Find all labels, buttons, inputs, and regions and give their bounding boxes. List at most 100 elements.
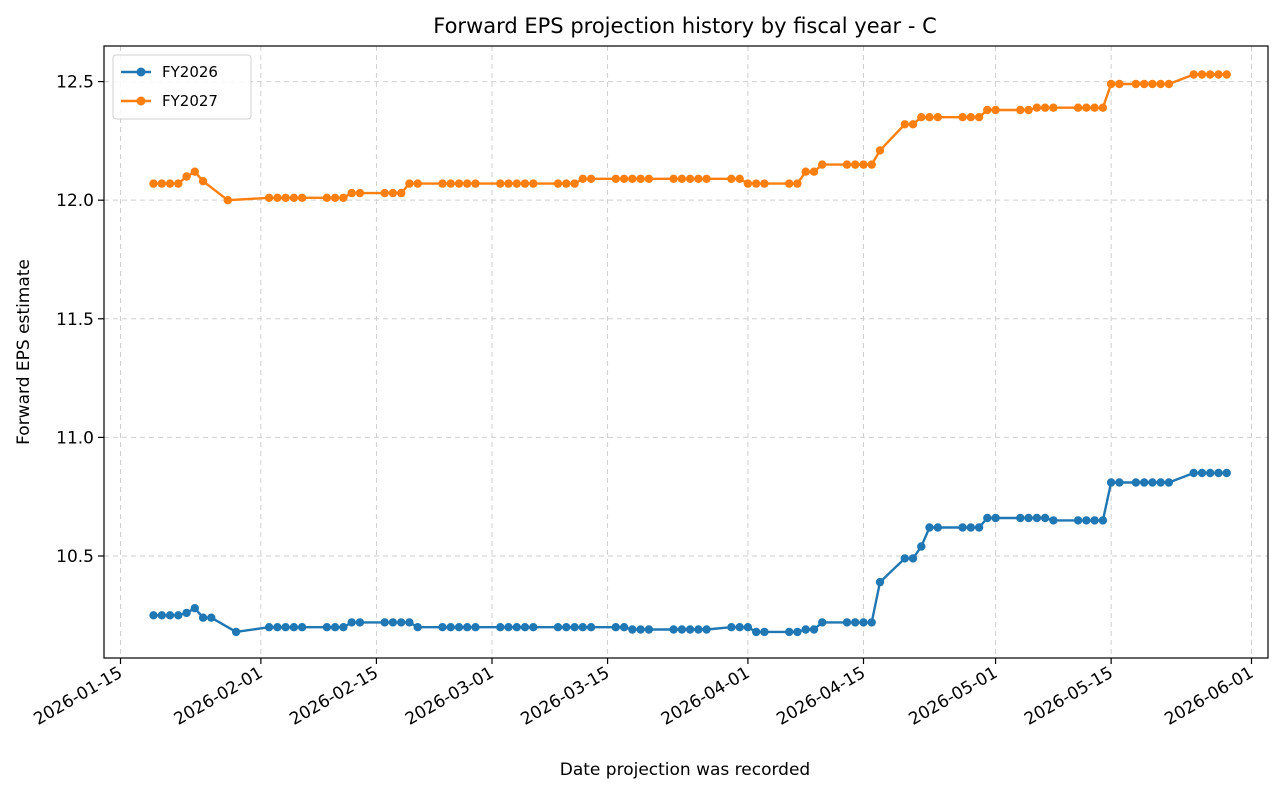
data-point-fy2026 xyxy=(496,623,505,632)
data-point-fy2026 xyxy=(1090,516,1099,525)
data-point-fy2026 xyxy=(157,611,166,620)
x-axis-label: Date projection was recorded xyxy=(560,760,810,780)
data-point-fy2026 xyxy=(859,618,868,627)
data-point-fy2027 xyxy=(520,179,530,188)
data-point-fy2026 xyxy=(322,623,332,632)
x-tick-label: 2026-03-15 xyxy=(518,663,614,730)
data-point-fy2027 xyxy=(281,193,290,202)
data-point-fy2027 xyxy=(1197,70,1207,79)
data-point-fy2026 xyxy=(917,542,926,551)
data-point-fy2026 xyxy=(702,625,711,634)
data-point-fy2026 xyxy=(842,618,852,627)
data-point-fy2026 xyxy=(867,618,876,627)
data-point-fy2027 xyxy=(974,113,984,122)
data-point-fy2026 xyxy=(471,623,480,632)
data-point-fy2027 xyxy=(851,160,860,169)
y-tick-label: 12.5 xyxy=(56,73,94,93)
data-point-fy2026 xyxy=(875,577,885,587)
data-point-fy2027 xyxy=(611,174,620,183)
data-point-fy2026 xyxy=(669,625,678,634)
legend-label-fy2026: FY2026 xyxy=(162,63,218,81)
data-point-fy2026 xyxy=(636,625,645,634)
data-point-fy2027 xyxy=(818,160,827,169)
data-point-fy2026 xyxy=(355,618,365,627)
data-point-fy2027 xyxy=(471,179,480,188)
data-point-fy2026 xyxy=(397,618,406,627)
data-point-fy2026 xyxy=(562,623,571,632)
data-point-fy2027 xyxy=(694,174,703,183)
data-point-fy2026 xyxy=(1073,516,1083,525)
data-point-fy2027 xyxy=(586,174,596,183)
data-point-fy2026 xyxy=(586,623,596,632)
data-point-fy2027 xyxy=(760,179,769,188)
data-point-fy2026 xyxy=(297,623,307,632)
data-point-fy2027 xyxy=(157,179,166,188)
data-point-fy2027 xyxy=(669,174,678,183)
data-point-fy2026 xyxy=(438,623,447,632)
data-point-fy2026 xyxy=(925,523,934,532)
data-point-fy2027 xyxy=(273,193,282,202)
data-point-fy2026 xyxy=(529,623,538,632)
data-point-fy2027 xyxy=(339,193,348,202)
data-point-fy2027 xyxy=(685,174,695,183)
x-tick-label: 2026-02-15 xyxy=(286,663,382,730)
data-point-fy2027 xyxy=(347,188,356,198)
data-point-fy2026 xyxy=(149,611,158,620)
data-point-fy2027 xyxy=(198,177,208,186)
data-point-fy2026 xyxy=(182,608,191,618)
data-point-fy2027 xyxy=(504,179,513,188)
data-point-fy2026 xyxy=(677,625,687,634)
data-point-fy2026 xyxy=(801,625,810,634)
data-point-fy2026 xyxy=(1032,513,1042,523)
data-point-fy2026 xyxy=(1106,478,1116,487)
data-point-fy2027 xyxy=(454,179,464,188)
data-point-fy2027 xyxy=(165,179,175,188)
data-point-fy2027 xyxy=(355,188,365,198)
data-point-fy2027 xyxy=(1024,105,1033,115)
data-point-fy2026 xyxy=(974,523,984,532)
data-point-fy2026 xyxy=(793,627,802,637)
data-point-fy2027 xyxy=(677,174,687,183)
data-point-fy2027 xyxy=(1140,79,1149,89)
data-point-fy2027 xyxy=(908,120,918,129)
data-point-fy2027 xyxy=(322,193,332,202)
data-point-fy2026 xyxy=(694,625,703,634)
data-point-fy2026 xyxy=(983,513,992,523)
data-point-fy2026 xyxy=(198,613,208,622)
data-point-fy2026 xyxy=(1189,468,1198,478)
data-point-fy2026 xyxy=(1024,513,1033,523)
legend-marker-fy2027 xyxy=(136,96,146,106)
data-point-fy2027 xyxy=(636,174,645,183)
legend-label-fy2027: FY2027 xyxy=(162,92,218,110)
data-point-fy2027 xyxy=(900,120,909,129)
data-point-fy2026 xyxy=(1115,478,1124,487)
data-point-fy2026 xyxy=(578,623,587,632)
data-point-fy2026 xyxy=(1214,468,1223,478)
data-point-fy2027 xyxy=(917,113,926,122)
data-point-fy2027 xyxy=(1156,79,1165,89)
data-point-fy2027 xyxy=(578,174,587,183)
x-tick-label: 2026-04-01 xyxy=(658,663,754,730)
data-point-fy2027 xyxy=(1106,79,1116,89)
data-point-fy2026 xyxy=(785,627,794,637)
data-point-fy2027 xyxy=(743,179,753,188)
data-point-fy2027 xyxy=(297,193,307,202)
data-point-fy2026 xyxy=(504,623,513,632)
data-point-fy2027 xyxy=(958,113,967,122)
plot-frame xyxy=(103,45,1269,659)
data-point-fy2027 xyxy=(397,188,406,198)
data-point-fy2027 xyxy=(991,105,1000,115)
data-point-fy2027 xyxy=(859,160,868,169)
data-point-fy2026 xyxy=(454,623,464,632)
data-point-fy2027 xyxy=(752,179,761,188)
data-point-fy2027 xyxy=(966,113,975,122)
data-point-fy2027 xyxy=(380,188,389,198)
data-point-fy2027 xyxy=(1040,103,1050,112)
data-point-fy2027 xyxy=(801,167,810,176)
data-point-fy2026 xyxy=(413,623,422,632)
data-point-fy2026 xyxy=(628,625,637,634)
data-point-fy2027 xyxy=(413,179,422,188)
data-point-fy2026 xyxy=(818,618,827,627)
data-point-fy2027 xyxy=(1098,103,1108,112)
